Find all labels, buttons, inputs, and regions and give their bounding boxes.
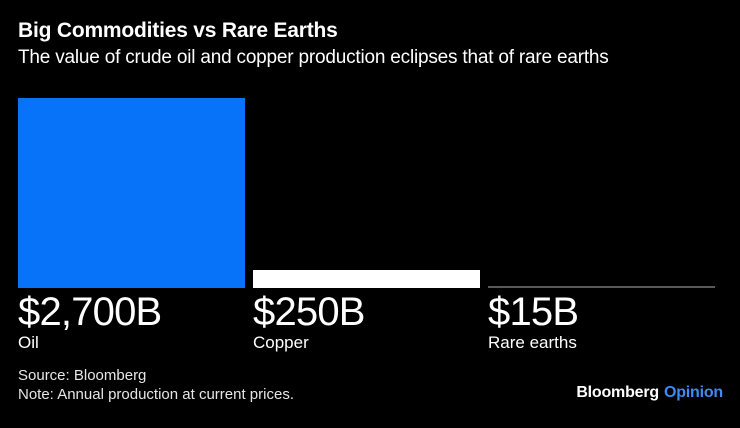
value-label-rare-earths: $15B: [488, 290, 579, 334]
category-label-rare-earths: Rare earths: [488, 333, 577, 352]
bar-group-oil: $2,700B Oil: [18, 98, 245, 353]
bar-oil: [18, 98, 245, 288]
bar-rare-earths: [488, 286, 715, 288]
source-note-block: Source: Bloomberg Note: Annual productio…: [18, 366, 294, 404]
brand-bloomberg: Bloomberg: [576, 384, 659, 401]
chart-subtitle: The value of crude oil and copper produc…: [18, 47, 609, 68]
value-label-oil: $2,700B: [18, 290, 162, 334]
source-text: Source: Bloomberg: [18, 367, 147, 384]
bloomberg-opinion-logo: Bloomberg Opinion: [576, 384, 723, 402]
bar-group-rare-earths: $15B Rare earths: [488, 98, 715, 353]
bar-area-rare-earths: [488, 98, 715, 288]
note-text: Note: Annual production at current price…: [18, 386, 294, 403]
category-label-copper: Copper: [253, 333, 309, 352]
chart-title: Big Commodities vs Rare Earths: [18, 19, 338, 42]
bar-group-copper: $250B Copper: [253, 98, 480, 353]
bar-chart: $2,700B Oil $250B Copper $15B Rare earth…: [18, 98, 715, 353]
brand-opinion: Opinion: [663, 384, 723, 401]
bar-area-oil: [18, 98, 245, 288]
bar-area-copper: [253, 98, 480, 288]
category-label-oil: Oil: [18, 333, 39, 352]
bar-copper: [253, 270, 480, 288]
value-label-copper: $250B: [253, 290, 365, 334]
